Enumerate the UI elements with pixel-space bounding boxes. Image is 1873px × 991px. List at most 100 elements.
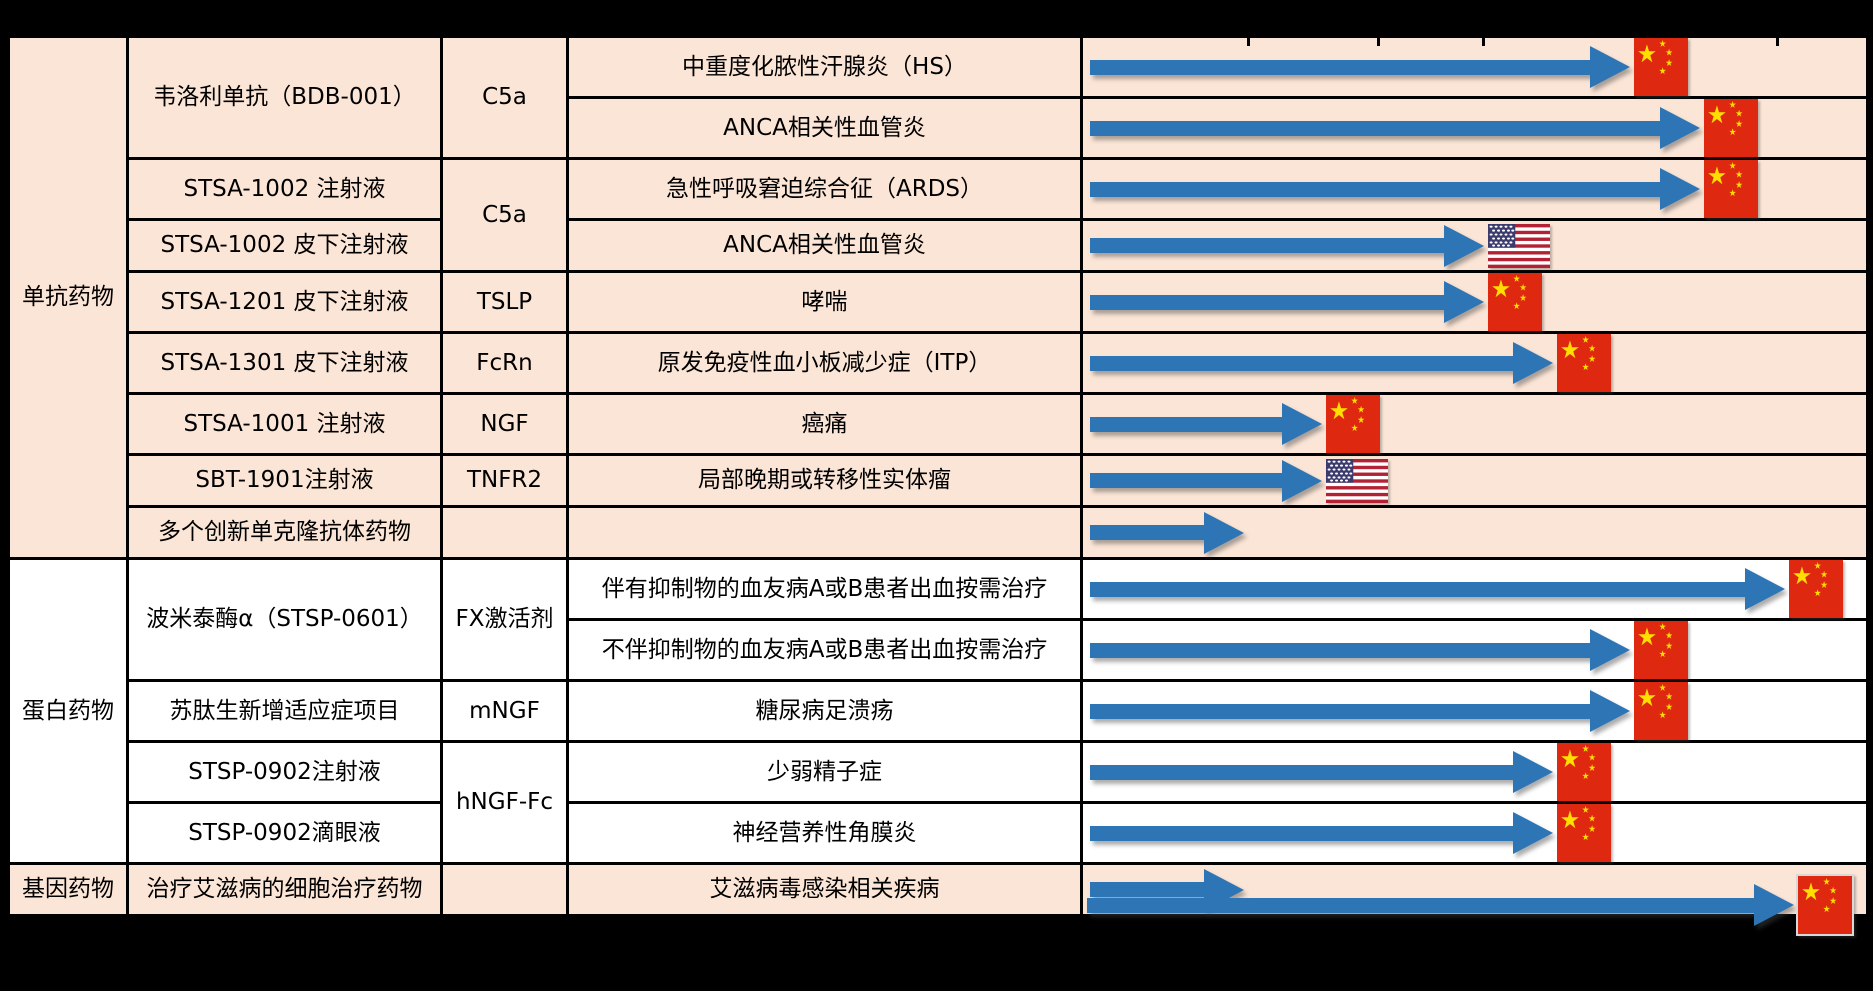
progress-arrow: [1090, 224, 1484, 267]
indication-cell: 伴有抑制物的血友病A或B患者出血按需治疗: [566, 557, 1083, 621]
indication-cell: 少弱精子症: [566, 740, 1083, 804]
flag-use: [1634, 38, 1688, 96]
target-cell: FcRn: [440, 331, 569, 395]
indication-cell: 急性呼吸窘迫综合征（ARDS）: [566, 157, 1083, 221]
progress-arrow: [1090, 168, 1700, 210]
target-cell: NGF: [440, 392, 569, 456]
progress-cell: [1080, 392, 1869, 456]
flag-use: [1557, 743, 1611, 801]
drug-cell: STSA-1001 注射液: [126, 392, 443, 456]
drug-cell: STSA-1301 皮下注射液: [126, 331, 443, 395]
category-cell: 单抗药物: [7, 35, 129, 560]
cn-flag-icon: [1634, 682, 1688, 740]
category-cell: 蛋白药物: [7, 557, 129, 865]
phase-tick: [1775, 38, 1779, 46]
progress-arrow: [1090, 342, 1554, 384]
progress-arrow: [1090, 46, 1631, 88]
progress-cell: [1080, 557, 1869, 621]
table-row: STSP-0902注射液 hNGF-Fc 少弱精子症: [9, 740, 1869, 865]
indication-cell: 艾滋病毒感染相关疾病: [566, 862, 1083, 917]
flag-use: [1634, 682, 1688, 740]
cn-flag-icon: [1557, 334, 1611, 392]
cn-flag-icon: [1704, 99, 1758, 157]
drug-pipeline-table: 单抗药物 韦洛利单抗（BDB-001） C5a 中重度化脓性汗腺炎（HS） AN…: [7, 35, 1869, 917]
indication-cell: 不伴抑制物的血友病A或B患者出血按需治疗: [566, 618, 1083, 682]
cn-flag-icon: [1634, 38, 1688, 96]
table-row: STSA-1301 皮下注射液 FcRn 原发免疫性血小板减少症（ITP）: [9, 331, 1869, 395]
progress-cell: [1080, 157, 1869, 221]
flag-use: [1704, 99, 1758, 157]
drug-cell: 苏肽生新增适应症项目: [126, 679, 443, 743]
arrowhead-icon: [1590, 690, 1631, 732]
progress-arrow: [1090, 403, 1322, 445]
arrowhead-icon: [1659, 107, 1700, 149]
progress-cell: [1080, 801, 1869, 865]
phase-tick: [1482, 38, 1486, 46]
target-cell: hNGF-Fc: [440, 740, 569, 865]
flag-use: [1557, 334, 1611, 392]
flag-use: [1326, 395, 1380, 453]
target-cell: [440, 505, 569, 560]
table-row: ANCA相关性血管炎: [9, 96, 1869, 160]
flag-use: [1634, 621, 1688, 679]
progress-arrow: [1090, 751, 1554, 793]
cn-flag-icon: [1557, 804, 1611, 862]
drug-cell: 韦洛利单抗（BDB-001）: [126, 35, 443, 160]
summary-progress-arrow: [1087, 874, 1873, 936]
progress-cell: [1080, 96, 1869, 160]
progress-arrow: [1090, 107, 1700, 149]
target-cell: TNFR2: [440, 453, 569, 508]
table-row: STSA-1201 皮下注射液 TSLP 哮喘: [9, 270, 1869, 334]
progress-cell: [1080, 331, 1869, 395]
category-cell: 基因药物: [7, 862, 129, 917]
progress-arrow: [1090, 812, 1554, 854]
phase-tick: [1376, 38, 1380, 46]
progress-arrow: [1090, 511, 1245, 554]
indication-cell: 中重度化脓性汗腺炎（HS）: [566, 35, 1083, 99]
flag-use: [1488, 224, 1550, 268]
drug-cell: STSP-0902注射液: [126, 740, 443, 804]
arrowhead-icon: [1204, 511, 1245, 554]
progress-cell: [1080, 679, 1869, 743]
target-cell: C5a: [440, 35, 569, 160]
progress-arrow: [1087, 884, 1795, 926]
drug-cell: 多个创新单克隆抗体药物: [126, 505, 443, 560]
drug-cell: STSA-1002 皮下注射液: [126, 218, 443, 273]
drug-cell: SBT-1901注射液: [126, 453, 443, 508]
indication-cell: 癌痛: [566, 392, 1083, 456]
cn-flag-icon: [1789, 560, 1843, 618]
progress-cell: [1080, 453, 1869, 508]
table-row: STSA-1002 皮下注射液 ANCA相关性血管炎: [9, 218, 1869, 273]
cn-flag-icon: [1796, 874, 1855, 936]
indication-cell: ANCA相关性血管炎: [566, 96, 1083, 160]
progress-arrow: [1090, 281, 1484, 323]
cn-flag-icon: [1488, 273, 1542, 331]
arrowhead-icon: [1513, 751, 1554, 793]
progress-cell: [1080, 270, 1869, 334]
arrowhead-icon: [1659, 168, 1700, 210]
flag-use: [1704, 160, 1758, 218]
progress-arrow: [1090, 690, 1631, 732]
drug-cell: 波米泰酶α（STSP-0601）: [126, 557, 443, 682]
table-row: STSP-0902滴眼液 神经营养性角膜炎: [9, 801, 1869, 865]
table-row: STSA-1001 注射液 NGF 癌痛: [9, 392, 1869, 456]
arrowhead-icon: [1754, 884, 1795, 926]
table-row: 多个创新单克隆抗体药物: [9, 505, 1869, 560]
arrowhead-icon: [1590, 46, 1631, 88]
progress-cell: [1080, 618, 1869, 682]
indication-cell: 神经营养性角膜炎: [566, 801, 1083, 865]
progress-cell: [1080, 218, 1869, 273]
target-cell: mNGF: [440, 679, 569, 743]
cn-flag-icon: [1704, 160, 1758, 218]
arrowhead-icon: [1513, 812, 1554, 854]
arrowhead-icon: [1744, 568, 1785, 610]
drug-cell: STSA-1002 注射液: [126, 157, 443, 221]
flag-use: [1326, 459, 1388, 503]
progress-arrow: [1090, 568, 1785, 610]
drug-cell: STSA-1201 皮下注射液: [126, 270, 443, 334]
indication-cell: 原发免疫性血小板减少症（ITP）: [566, 331, 1083, 395]
arrowhead-icon: [1443, 281, 1484, 323]
indication-cell: [566, 505, 1083, 560]
indication-cell: 糖尿病足溃疡: [566, 679, 1083, 743]
